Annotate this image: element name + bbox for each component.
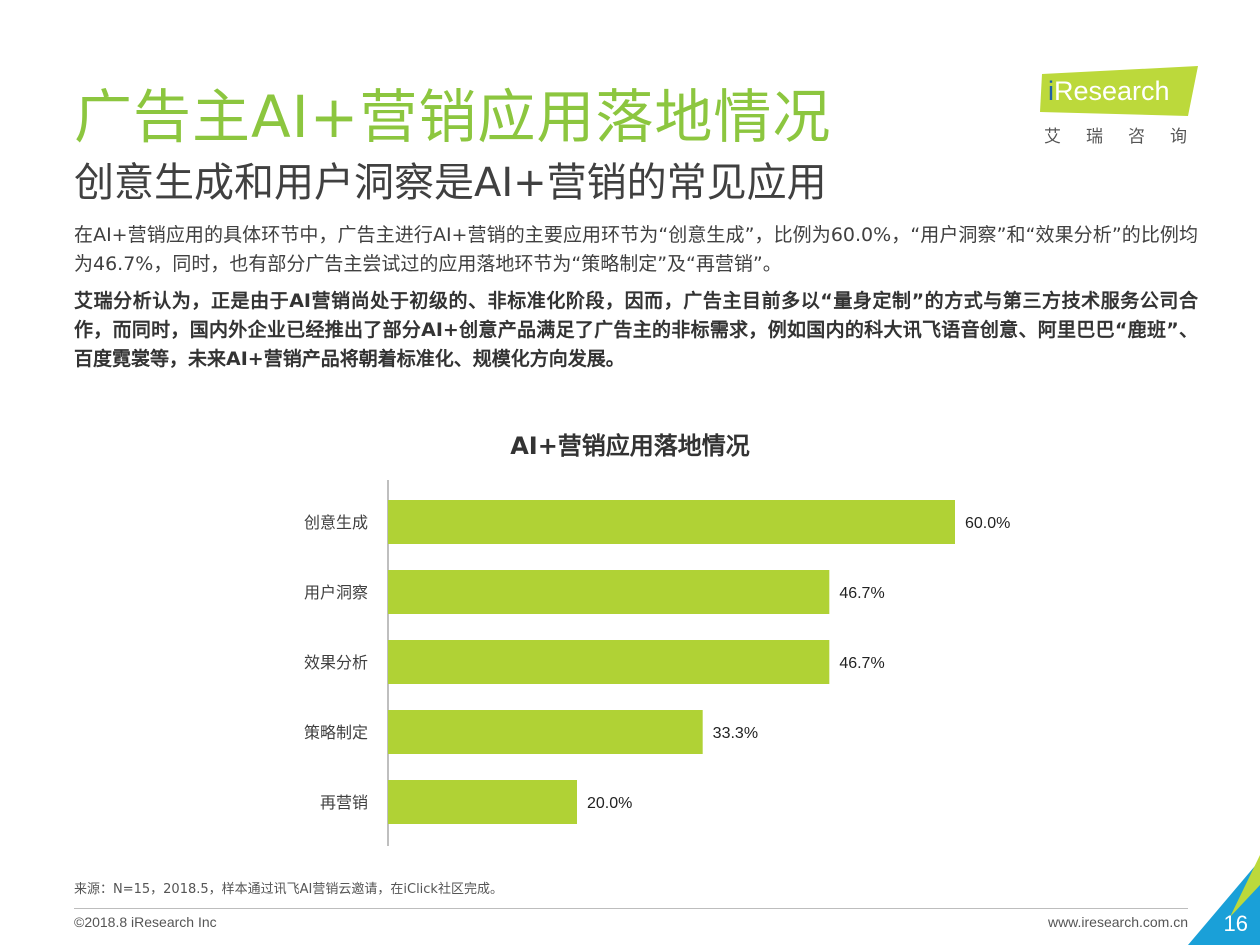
bar-4 bbox=[388, 710, 703, 754]
category-label: 用户洞察 bbox=[304, 583, 368, 602]
analysis-paragraph: 艾瑞分析认为，正是由于AI营销尚处于初级的、非标准化阶段，因而，广告主目前多以“… bbox=[74, 290, 1198, 370]
bar-5 bbox=[388, 780, 577, 824]
value-label: 46.7% bbox=[839, 655, 884, 672]
category-label: 策略制定 bbox=[304, 723, 368, 742]
page-subtitle: 创意生成和用户洞察是AI+营销的常见应用 bbox=[74, 160, 827, 206]
bar-chart: 创意生成 60.0% 用户洞察 46.7% 效果分析 46.7% 策略制定 33.3% 再营销 2… bbox=[304, 480, 1010, 846]
logo-word-i: i bbox=[1048, 76, 1054, 106]
logo-chinese-name: 艾瑞咨询 bbox=[1044, 127, 1212, 147]
value-label: 33.3% bbox=[713, 725, 758, 742]
logo-wordmark: iResearch bbox=[1048, 76, 1170, 107]
logo-banner bbox=[1040, 66, 1198, 116]
iresearch-logo: iResearch 艾瑞咨询 bbox=[1040, 66, 1212, 147]
bar-2 bbox=[388, 570, 830, 614]
bar-3 bbox=[388, 640, 830, 684]
website-link[interactable]: www.iresearch.com.cn bbox=[1047, 914, 1188, 930]
bar-1 bbox=[388, 500, 955, 544]
value-label: 46.7% bbox=[839, 585, 884, 602]
footer-divider bbox=[74, 908, 1188, 909]
copyright-text: ©2018.8 iResearch Inc bbox=[74, 914, 217, 930]
page-number: 16 bbox=[1223, 911, 1248, 936]
corner-decoration bbox=[1188, 855, 1260, 945]
source-note: 来源：N=15，2018.5，样本通过讯飞AI营销云邀请，在iClick社区完成… bbox=[74, 882, 503, 897]
page-title: 广告主AI+营销应用落地情况 bbox=[74, 83, 832, 151]
category-label: 效果分析 bbox=[304, 653, 368, 672]
intro-paragraph: 在AI+营销应用的具体环节中，广告主进行AI+营销的主要应用环节为“创意生成”，… bbox=[74, 224, 1198, 275]
value-label: 60.0% bbox=[965, 515, 1010, 532]
value-label: 20.0% bbox=[587, 795, 632, 812]
logo-word-rest: Research bbox=[1054, 76, 1170, 106]
category-label: 创意生成 bbox=[304, 513, 368, 532]
chart-title: AI+营销应用落地情况 bbox=[510, 432, 750, 460]
category-label: 再营销 bbox=[320, 793, 368, 812]
